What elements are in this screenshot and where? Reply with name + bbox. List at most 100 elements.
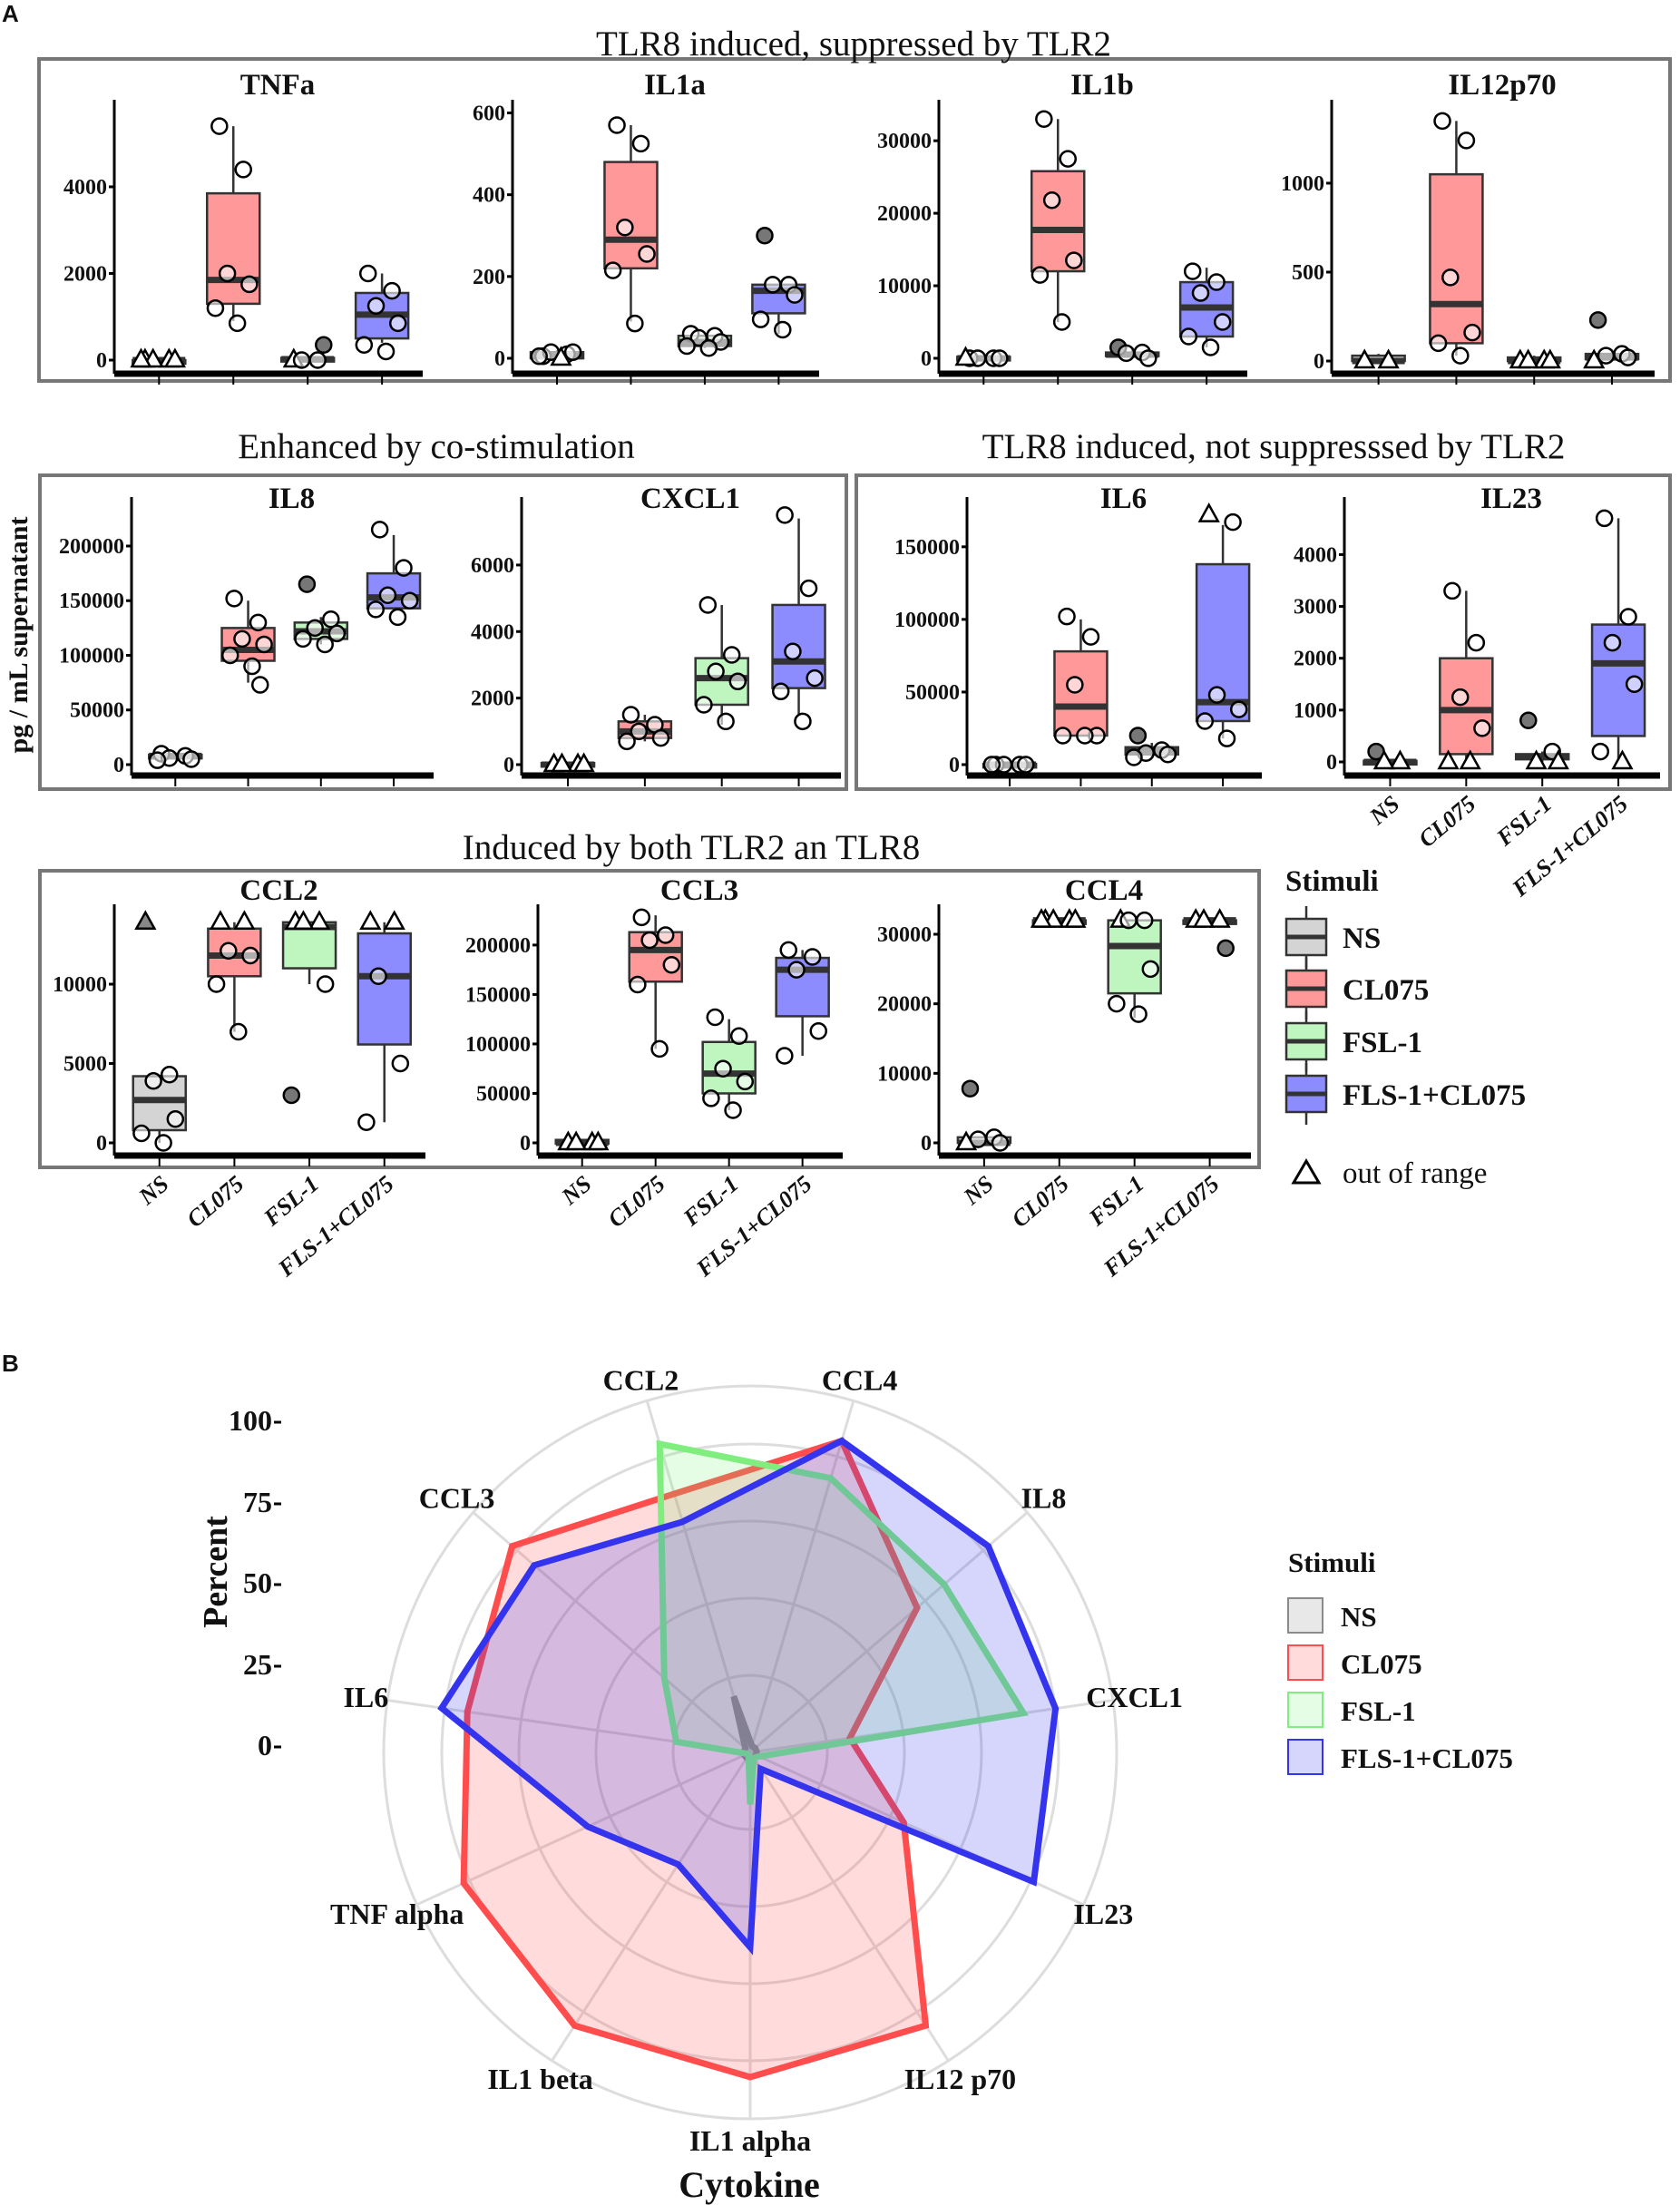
y-tick-label: 100000 — [894, 609, 960, 632]
data-point — [722, 646, 741, 664]
data-point — [376, 342, 396, 361]
data-point — [1139, 349, 1157, 367]
data-point — [1217, 729, 1236, 747]
data-point — [563, 343, 582, 361]
x-tick-label: CL075 — [1007, 1170, 1074, 1233]
boxplot-il1b: 0 10000 20000 30000 — [877, 100, 1247, 385]
data-point — [220, 646, 239, 665]
radar-legend: Stimuli NS CL075 FSL-1 FLS-1+CL075 — [1287, 1546, 1513, 1775]
out-of-range-point — [954, 346, 977, 366]
y-tick-label: 0 — [1326, 751, 1337, 775]
data-point — [728, 672, 747, 691]
data-point — [786, 286, 804, 304]
x-tick-label: FSL-1 — [1491, 790, 1558, 851]
data-point — [240, 275, 259, 294]
data-point — [608, 116, 626, 134]
data-point — [1207, 273, 1226, 291]
y-tick-label: 150000 — [59, 590, 124, 613]
filled-data-point — [961, 1079, 980, 1098]
radar-spoke — [748, 1400, 855, 1753]
y-tick-label: 10000 — [877, 1062, 932, 1086]
panel-label-a: A — [2, 0, 19, 27]
y-tick-label: 0 — [921, 1132, 932, 1156]
out-of-range-point — [551, 752, 573, 773]
data-point — [383, 281, 401, 300]
data-point — [1129, 1005, 1148, 1023]
panel-title: CCL4 — [1065, 874, 1143, 907]
out-of-range-point — [359, 910, 382, 931]
data-point — [225, 590, 243, 608]
panel-title: IL1b — [1070, 69, 1134, 102]
out-of-range-point — [1611, 749, 1634, 770]
data-point — [651, 728, 670, 747]
boxplot-il8: 0 50000 100000 150000 200000 — [59, 497, 434, 786]
data-point — [1618, 348, 1637, 366]
y-tick-label: 20000 — [877, 202, 932, 226]
panel-title: IL23 — [1480, 483, 1542, 515]
data-point — [991, 1134, 1010, 1152]
data-point — [316, 975, 335, 993]
data-point — [1441, 268, 1460, 287]
legend-label: NS — [1341, 1601, 1377, 1633]
data-point — [1443, 581, 1461, 600]
data-point — [736, 1072, 755, 1091]
radar-series-fsl-1 — [656, 1439, 1029, 1805]
data-point — [255, 635, 273, 654]
radar-spoke — [551, 1751, 752, 2062]
data-point — [787, 961, 806, 979]
data-point — [799, 579, 818, 598]
data-point — [228, 314, 247, 333]
data-point — [706, 1008, 725, 1027]
data-point — [1619, 608, 1637, 626]
radar-axis-label: TNF alpha — [330, 1898, 464, 1930]
data-point — [144, 1072, 162, 1090]
box-cl075 — [1439, 657, 1494, 756]
data-point — [166, 1110, 185, 1128]
out-of-range-point — [383, 910, 405, 931]
radar-spoke — [472, 1511, 751, 1754]
panel-frame — [37, 57, 1672, 383]
data-point — [1433, 112, 1451, 131]
y-tick-label: 4000 — [63, 176, 107, 200]
panel-title: IL12p70 — [1448, 69, 1556, 102]
filled-data-point — [1216, 939, 1235, 958]
boxplot-il12p70: 0 500 1000 — [1281, 100, 1655, 385]
x-tick-label: NS — [556, 1170, 597, 1210]
y-tick-label: 50000 — [476, 1082, 531, 1106]
data-point — [779, 941, 797, 960]
panel-frame — [38, 473, 848, 791]
radar-spoke — [645, 1400, 752, 1753]
y-tick-label: 5000 — [63, 1053, 107, 1077]
data-point — [1125, 748, 1143, 766]
data-point — [1473, 719, 1491, 737]
data-point — [1076, 727, 1094, 745]
data-point — [1141, 960, 1160, 979]
radial-tick-label: 25 — [243, 1648, 272, 1681]
filled-data-point — [315, 336, 333, 355]
y-tick-label: 0 — [921, 347, 932, 371]
radar-axis-label: CCL3 — [419, 1482, 495, 1515]
data-point — [1135, 911, 1154, 930]
legend-label: FLS-1+CL075 — [1343, 1079, 1526, 1112]
radar-axis-label: IL23 — [1073, 1898, 1133, 1930]
out-of-range-point — [1197, 502, 1220, 522]
data-point — [776, 506, 794, 524]
x-tick-label: FSL-1 — [1083, 1170, 1149, 1231]
out-of-range-point — [954, 1130, 978, 1151]
panel-title: IL6 — [1100, 483, 1147, 515]
y-tick-label: 1000 — [1294, 699, 1337, 723]
data-point — [378, 586, 397, 604]
legend-label: CL075 — [1341, 1648, 1422, 1680]
section-title: Induced by both TLR2 an TLR8 — [463, 828, 920, 867]
out-of-range-point — [1517, 348, 1539, 369]
out-of-range-point — [1192, 908, 1216, 928]
out-of-range-point — [1525, 749, 1548, 770]
x-tick-label: FSL-1 — [678, 1170, 744, 1231]
out-of-range-point — [130, 347, 152, 368]
data-point — [702, 1089, 720, 1107]
data-point — [1158, 746, 1177, 764]
data-point — [1053, 727, 1072, 745]
